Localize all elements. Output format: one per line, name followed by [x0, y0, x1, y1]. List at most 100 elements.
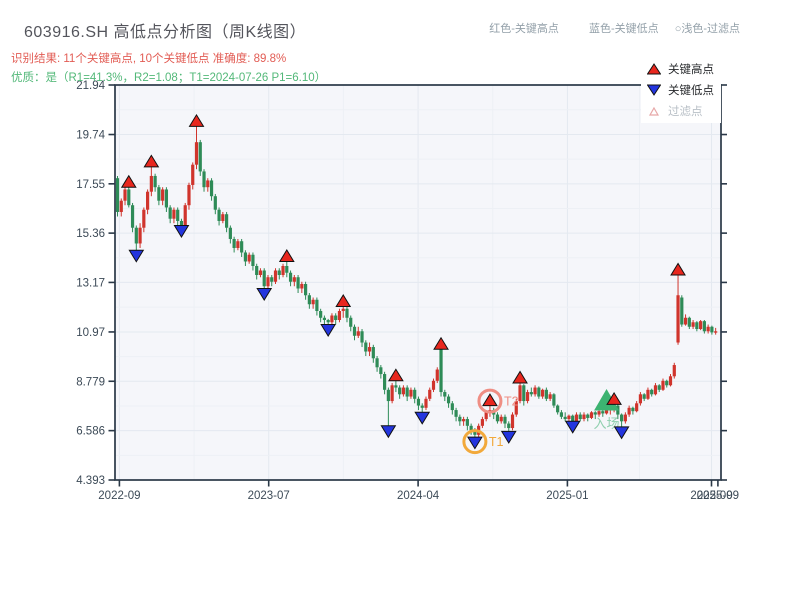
- hint-key-low: 蓝色-关键低点: [588, 23, 659, 35]
- candle-body: [699, 321, 703, 330]
- candle-body: [236, 241, 240, 248]
- candle-body: [375, 358, 379, 368]
- candle-body: [232, 238, 236, 248]
- candle-body: [439, 349, 443, 393]
- candle-body: [499, 416, 503, 422]
- candle-body: [345, 308, 349, 318]
- candle-body: [187, 184, 191, 206]
- y-tick-label: 6.586: [76, 426, 105, 438]
- candle-body: [296, 277, 300, 289]
- candle-body: [262, 270, 266, 287]
- key-low-marker: [256, 288, 273, 301]
- candle-body: [627, 407, 631, 415]
- candle-body: [676, 295, 680, 343]
- key-high-marker: [335, 294, 352, 307]
- y-tick-label: 8.779: [76, 376, 105, 388]
- candle-body: [243, 252, 248, 262]
- candle-body: [379, 367, 383, 375]
- candle-body: [454, 410, 458, 417]
- candle-body: [288, 272, 293, 282]
- key-high-marker: [606, 391, 622, 405]
- y-tick-label: 19.74: [76, 130, 105, 142]
- candle-body: [390, 385, 394, 402]
- key-low-marker: [380, 425, 397, 439]
- candle-body: [665, 380, 669, 386]
- candle-body: [304, 284, 308, 296]
- candle-body: [525, 392, 530, 402]
- candle-body: [206, 180, 210, 188]
- candle-body: [349, 317, 353, 327]
- key-low-triangle-icon: [647, 84, 661, 96]
- candle-body: [450, 403, 454, 411]
- candle-body: [311, 299, 315, 305]
- candle-body: [495, 414, 500, 422]
- entry-label: 入场: [594, 416, 620, 431]
- candle-body: [642, 394, 646, 399]
- key-high-marker: [387, 368, 404, 382]
- candle-body: [356, 331, 360, 336]
- candle-body: [416, 398, 421, 406]
- candle-body: [428, 389, 432, 399]
- candle-body: [164, 189, 169, 208]
- candle-body: [691, 322, 695, 327]
- filtered-triangle-icon: [648, 106, 660, 116]
- candle-body: [394, 385, 398, 388]
- candle-body: [702, 321, 706, 332]
- candle-body: [319, 311, 323, 318]
- y-tick-label: 10.97: [76, 327, 105, 339]
- hint-filtered: ○浅色-过滤点: [674, 23, 740, 35]
- candle-body: [458, 416, 462, 422]
- candle-body: [149, 175, 153, 192]
- candle-body: [322, 317, 327, 321]
- candle-body: [281, 265, 285, 275]
- t1-label: T1: [489, 435, 504, 449]
- candle-body: [586, 414, 590, 418]
- candle-body: [559, 412, 564, 417]
- candle-body: [635, 403, 639, 412]
- candle-body: [191, 164, 195, 185]
- candle-body: [462, 419, 466, 422]
- candle-body: [138, 227, 142, 244]
- candle-body: [503, 416, 507, 424]
- candle-body: [198, 142, 202, 172]
- candle-body: [341, 308, 345, 312]
- key-low-marker: [173, 225, 190, 238]
- key-low-marker: [467, 436, 483, 450]
- legend-item-key-low: 关键低点: [647, 79, 714, 100]
- y-tick-label: 4.393: [76, 475, 105, 487]
- key-high-triangle-icon: [647, 62, 661, 74]
- candle-body: [315, 299, 319, 312]
- candle-body: [582, 414, 586, 420]
- candle-body: [251, 254, 255, 266]
- candle-body: [522, 385, 526, 402]
- candle-body: [240, 241, 244, 253]
- candle-body: [183, 205, 187, 226]
- candle-body: [589, 412, 594, 418]
- hint-key-high: 红色-关键高点: [489, 23, 559, 35]
- candle-body: [209, 180, 214, 197]
- candle-body: [307, 295, 311, 305]
- candle-body: [334, 315, 338, 321]
- key-low-marker: [613, 426, 630, 440]
- candle-body: [507, 423, 511, 429]
- candle-body: [326, 320, 330, 323]
- candle-body: [424, 398, 428, 408]
- candle-body: [567, 415, 571, 420]
- candle-body: [646, 389, 650, 399]
- candle-body: [134, 227, 138, 244]
- y-tick-label: 17.55: [76, 179, 105, 191]
- t2-circle: [477, 388, 503, 414]
- key-low-marker: [320, 324, 337, 337]
- candle-body: [266, 277, 270, 287]
- candle-body: [330, 315, 334, 323]
- legend-item-key-high: 关键高点: [647, 58, 714, 79]
- candle-body: [668, 376, 673, 386]
- candle-body: [706, 326, 710, 332]
- candle-body: [578, 414, 582, 420]
- candle-body: [465, 419, 469, 426]
- candle-body: [623, 414, 627, 422]
- key-low-marker: [414, 411, 431, 425]
- recognition-result-line: 识别结果: 11个关键高点, 10个关键低点 准确度: 89.8%: [11, 53, 287, 65]
